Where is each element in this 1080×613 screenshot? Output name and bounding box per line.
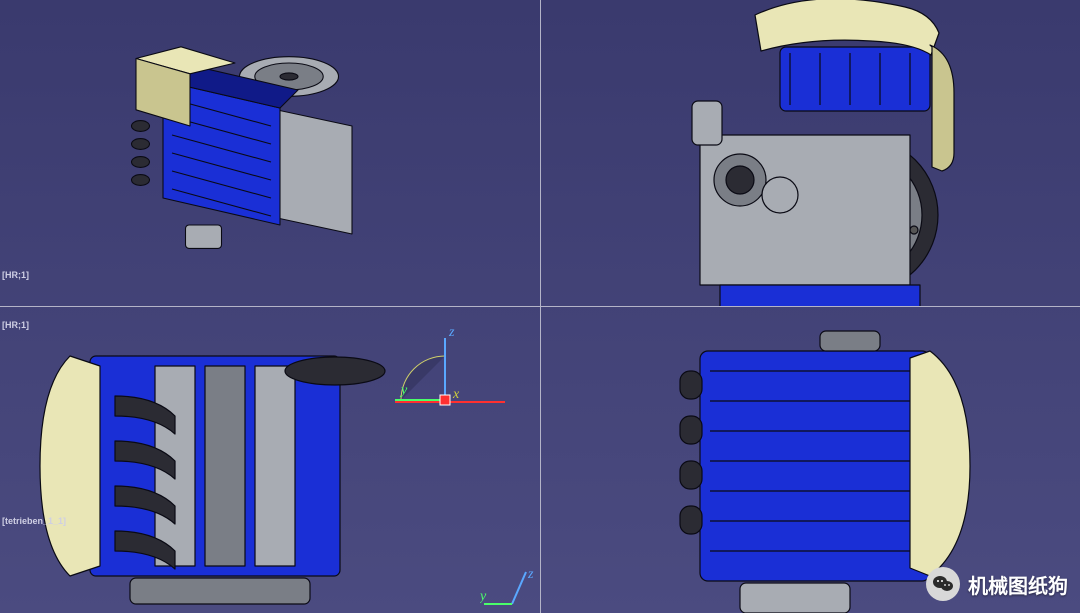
cad-multiview-canvas: [HR;1] [HR;1] [tetrieben_1_1] z y x z y … <box>0 0 1080 613</box>
axis-label-z: z <box>448 325 455 340</box>
engine-side-model <box>540 0 1080 306</box>
engine-iso-model <box>0 0 540 306</box>
viewport-side[interactable] <box>540 0 1080 306</box>
wechat-icon <box>926 567 960 601</box>
axis-small-y: y <box>480 589 487 604</box>
axis-triad-small: z y <box>480 566 550 613</box>
viewport-label-bl2: [tetrieben_1_1] <box>2 516 66 526</box>
axis-label-y: y <box>399 383 408 398</box>
watermark-text: 机械图纸狗 <box>968 570 1068 599</box>
axis-small-z: z <box>527 567 534 582</box>
viewport-isometric[interactable] <box>0 0 540 306</box>
viewport-label-tl: [HR;1] <box>2 270 29 280</box>
axis-triad-origin: z y x <box>395 320 515 430</box>
viewport-label-bl1: [HR;1] <box>2 320 29 330</box>
axis-label-x: x <box>452 387 460 402</box>
viewport-divider-vertical <box>540 0 541 613</box>
watermark: 机械图纸狗 <box>926 567 1068 601</box>
